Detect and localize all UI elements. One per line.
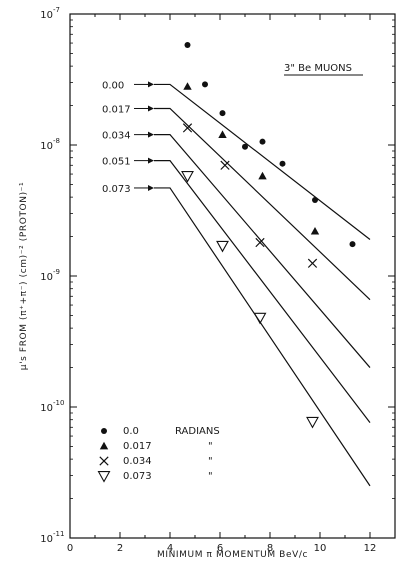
plot-frame (69, 13, 396, 539)
legend-unit: " (208, 456, 213, 467)
y-axis-label: μ's FROM (π⁺+π⁻) (cm)⁻² (PROTON)⁻¹ (19, 182, 29, 370)
curve-arrow-head (148, 157, 154, 164)
y-tick-exponent: -7 (53, 6, 60, 14)
curve-arrow-head (148, 105, 154, 112)
y-tick-base: 10 (40, 141, 53, 152)
chart-title-text: 3" Be MUONS (284, 63, 352, 74)
y-tick-label: 10 -8 (40, 137, 60, 152)
point-open-triangle (97, 471, 111, 483)
legend-unit: " (208, 471, 213, 482)
point-triangle (258, 171, 267, 180)
y-tick-base: 10 (40, 10, 53, 21)
point-x-stroke (99, 456, 109, 466)
point-x (220, 160, 230, 170)
curve-label: 0.051 (102, 157, 131, 168)
curve-arrow-head (148, 184, 154, 191)
legend-unit: " (208, 441, 213, 452)
point-circle (312, 197, 318, 204)
legend-label: 0.073 (123, 471, 152, 482)
y-tick-base: 10 (40, 403, 53, 414)
point-open-triangle (253, 312, 267, 325)
point-triangle (218, 130, 227, 138)
curve-label: 0.017 (102, 104, 131, 115)
point-circle (101, 428, 107, 434)
y-tick-label: 10 -11 (40, 530, 64, 545)
point-x (255, 237, 265, 248)
point-circle (202, 81, 208, 88)
point-x-stroke (255, 237, 265, 248)
point-x-stroke (307, 258, 318, 268)
point-open-triangle (216, 240, 229, 253)
point-circle (349, 241, 356, 248)
x-axis-label: MINIMUM π MOMENTUM BeV/c (157, 550, 308, 560)
y-tick-label: 10 -7 (40, 6, 60, 21)
y-tick-base: 10 (40, 534, 53, 545)
legend-label: 0.034 (123, 456, 152, 467)
curve-0.017 (154, 107, 371, 301)
curve-0.034 (154, 134, 371, 368)
x-tick-label: 12 (364, 543, 377, 554)
point-circle (242, 143, 248, 150)
curve-label: 0.073 (102, 184, 131, 195)
x-tick-label: 4 (167, 543, 173, 554)
y-tick-label: 10 -9 (40, 268, 60, 283)
point-triangle (183, 82, 192, 90)
y-tick-exponent: -11 (53, 530, 64, 538)
point-x-stroke (182, 123, 193, 133)
x-tick-label: 10 (314, 543, 327, 554)
y-tick-exponent: -10 (53, 399, 64, 407)
x-tick-label: 8 (267, 543, 273, 554)
curve-arrow-head (148, 131, 154, 138)
curve-label: 0.00 (102, 80, 124, 91)
chart-title: 3" Be MUONS (284, 63, 363, 76)
point-triangle (310, 226, 320, 235)
y-tick-exponent: -9 (53, 268, 60, 276)
point-x-stroke (220, 160, 230, 170)
point-x (307, 258, 318, 268)
curve-arrow-head (148, 81, 154, 88)
y-tick-base: 10 (40, 272, 53, 283)
legend-label: 0.017 (123, 441, 152, 452)
y-tick-exponent: -8 (53, 137, 60, 145)
point-circle (259, 138, 266, 145)
x-tick-label: 6 (217, 543, 223, 554)
point-open-triangle (306, 416, 319, 429)
legend: 0.0 RADIANS 0.017 " 0.034 " 0.073 " (97, 426, 220, 483)
point-circle (279, 160, 286, 167)
legend-unit: RADIANS (175, 426, 220, 437)
legend-label: 0.0 (123, 426, 139, 437)
point-circle (184, 41, 191, 48)
point-triangle (99, 441, 109, 450)
curve-0.051 (154, 160, 371, 423)
curve-0.00 (154, 83, 371, 240)
point-open-triangle (181, 171, 194, 183)
point-x (182, 123, 193, 133)
point-circle (219, 110, 226, 117)
curve-0.073 (154, 187, 371, 487)
y-tick-label: 10 -10 (40, 399, 64, 414)
curve-label: 0.034 (102, 131, 131, 142)
point-x (99, 456, 109, 466)
x-tick-label: 0 (67, 543, 73, 554)
x-tick-label: 2 (117, 543, 123, 554)
